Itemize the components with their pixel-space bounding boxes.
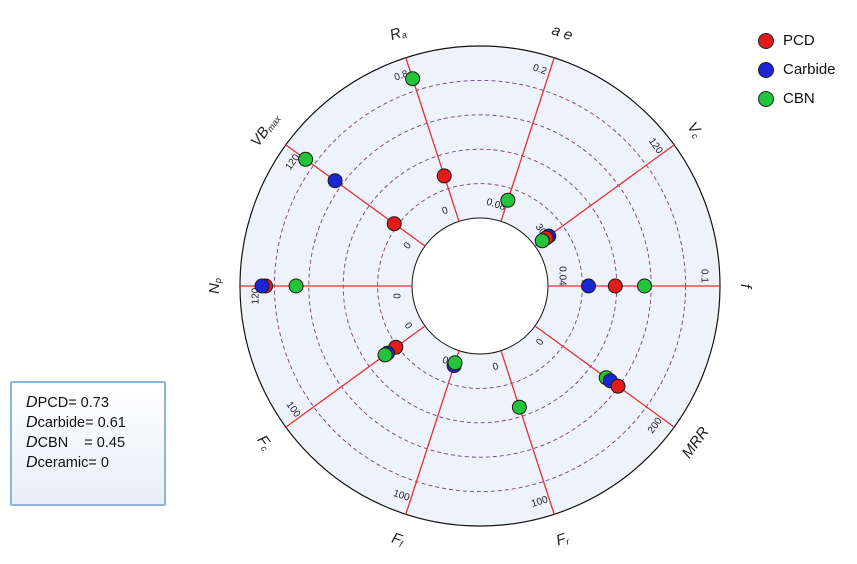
legend: PCD Carbide CBN <box>758 26 836 113</box>
d-value: = 0.61 <box>85 415 126 431</box>
desirability-row-cbn: DCBN = 0.45 <box>26 433 164 453</box>
axis-name-vc: Vc <box>684 119 707 141</box>
desirability-row-carbide: Dcarbide= 0.61 <box>26 413 164 433</box>
point-fr-cbn <box>512 400 526 414</box>
axis-name-f: f <box>738 284 755 290</box>
d-symbol: D <box>26 394 38 411</box>
desirability-row-pcd: DPCD= 0.73 <box>26 393 164 413</box>
axis-name-vbmax: VBmax <box>247 109 283 150</box>
legend-item-carbide: Carbide <box>758 55 836 84</box>
desirability-box: DPCD= 0.73 Dcarbide= 0.61 DCBN = 0.45 Dc… <box>10 381 166 506</box>
legend-dot-carbide <box>758 62 774 78</box>
point-f-carbide <box>582 279 596 293</box>
d-subscript: ceramic <box>38 455 89 471</box>
d-subscript: PCD <box>38 395 69 411</box>
axis-name-mrr: MRR <box>678 423 712 461</box>
tick-min-f: 0.04 <box>557 266 568 286</box>
axis-name-fc: Fc <box>254 432 276 454</box>
d-value: = 0.73 <box>68 395 109 411</box>
point-vc-cbn <box>535 234 549 248</box>
point-ra-cbn <box>406 72 420 86</box>
point-f-pcd <box>608 279 622 293</box>
axis-name-ff: Ff <box>389 529 407 550</box>
desirability-row-ceramic: Dceramic= 0 <box>26 453 164 473</box>
d-symbol: D <box>26 414 38 431</box>
d-value: = 0.45 <box>68 435 125 451</box>
point-f-cbn <box>638 279 652 293</box>
legend-item-pcd: PCD <box>758 26 836 55</box>
legend-dot-pcd <box>758 33 774 49</box>
point-vbmax-cbn <box>299 152 313 166</box>
legend-item-cbn: CBN <box>758 84 836 113</box>
point-vbmax-pcd <box>387 217 401 231</box>
point-ra-pcd <box>437 169 451 183</box>
point-ae-cbn <box>501 193 515 207</box>
d-value: = 0 <box>88 455 109 471</box>
axis-name-fr: Fr <box>554 529 572 550</box>
point-np-cbn <box>289 279 303 293</box>
legend-label-cbn: CBN <box>783 90 815 107</box>
point-ff-cbn <box>448 356 462 370</box>
legend-dot-cbn <box>758 91 774 107</box>
point-np-carbide <box>255 279 269 293</box>
axis-name-ra: Ra <box>388 22 408 44</box>
inner-hub <box>412 218 548 354</box>
d-symbol: D <box>26 434 38 451</box>
tick-min-np: 0 <box>393 293 404 299</box>
point-mrr-pcd <box>611 379 625 393</box>
axis-name-np: Np <box>206 278 224 294</box>
d-subscript: carbide <box>38 415 86 431</box>
tick-max-f: 0.1 <box>699 269 710 283</box>
axis-name-ae: a e <box>550 22 575 45</box>
point-fc-cbn <box>378 348 392 362</box>
d-symbol: D <box>26 454 38 471</box>
point-vbmax-carbide <box>328 174 342 188</box>
legend-label-carbide: Carbide <box>783 61 836 78</box>
d-subscript: CBN <box>38 435 69 451</box>
legend-label-pcd: PCD <box>783 32 815 49</box>
